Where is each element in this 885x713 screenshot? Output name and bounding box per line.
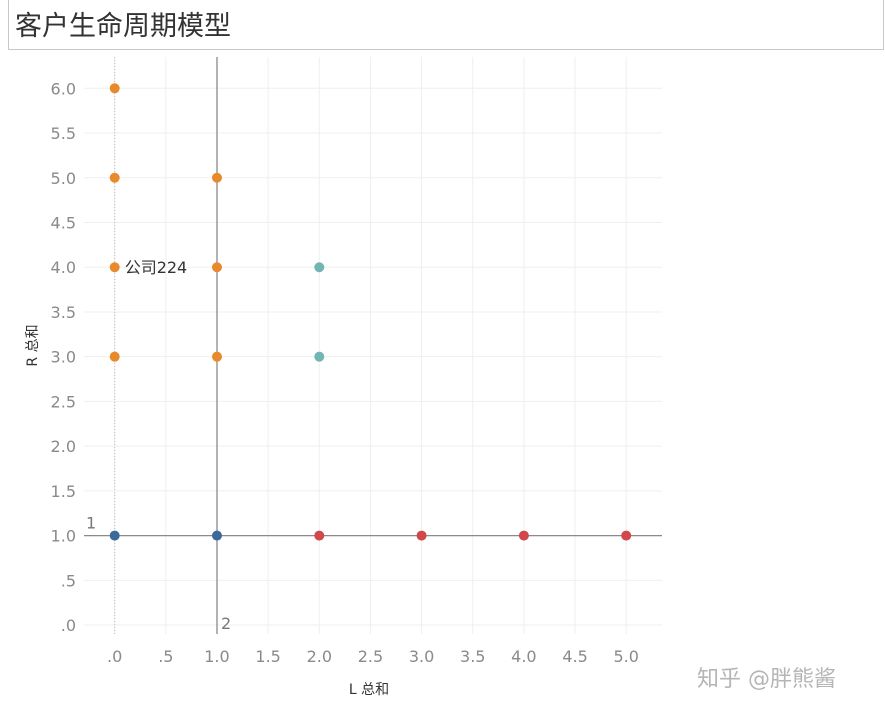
x-reference-label: 2 [221, 614, 231, 633]
data-point-red [416, 530, 427, 541]
x-tick-label: .0 [107, 647, 122, 666]
data-point-orange [109, 172, 120, 183]
data-point-teal [314, 351, 325, 362]
x-tick-label: 5.0 [613, 647, 638, 666]
data-point-red [314, 530, 325, 541]
y-tick-label: 4.0 [51, 258, 76, 277]
data-point-orange [211, 262, 222, 273]
data-point-blue [109, 530, 120, 541]
x-tick-label: 1.0 [204, 647, 229, 666]
x-tick-label: .5 [158, 647, 173, 666]
data-point-orange [109, 83, 120, 94]
x-tick-label: 4.0 [511, 647, 536, 666]
data-point-teal [314, 262, 325, 273]
y-tick-label: 4.5 [51, 213, 76, 232]
data-point-orange [109, 351, 120, 362]
data-point-orange [211, 351, 222, 362]
title-bar: 客户生命周期模型 [8, 0, 884, 50]
y-tick-label: 3.5 [51, 303, 76, 322]
data-point-orange [211, 172, 222, 183]
x-tick-label: 4.5 [562, 647, 587, 666]
y-tick-label: 6.0 [51, 79, 76, 98]
data-point-orange [109, 262, 120, 273]
data-point-red [621, 530, 632, 541]
watermark: 知乎 @胖熊酱 [697, 667, 836, 692]
x-axis-title: L 总和 [349, 682, 389, 698]
y-reference-label: 1 [86, 514, 96, 533]
y-tick-label: .5 [61, 571, 76, 590]
y-tick-label: 5.5 [51, 124, 76, 143]
x-tick-label: 2.0 [307, 647, 332, 666]
y-tick-label: 2.5 [51, 392, 76, 411]
point-annotation: 公司224 [125, 258, 188, 277]
y-tick-label: 2.0 [51, 437, 76, 456]
y-axis-title: R 总和 [25, 324, 41, 366]
x-tick-label: 3.0 [409, 647, 434, 666]
data-point-blue [211, 530, 222, 541]
y-tick-label: 5.0 [51, 169, 76, 188]
y-tick-label: .0 [61, 616, 76, 635]
page-title: 客户生命周期模型 [15, 11, 231, 42]
y-tick-label: 3.0 [51, 348, 76, 367]
x-tick-label: 3.5 [460, 647, 485, 666]
y-tick-label: 1.5 [51, 482, 76, 501]
y-tick-label: 1.0 [51, 527, 76, 546]
x-tick-label: 1.5 [255, 647, 280, 666]
data-point-red [518, 530, 529, 541]
x-tick-label: 2.5 [358, 647, 383, 666]
